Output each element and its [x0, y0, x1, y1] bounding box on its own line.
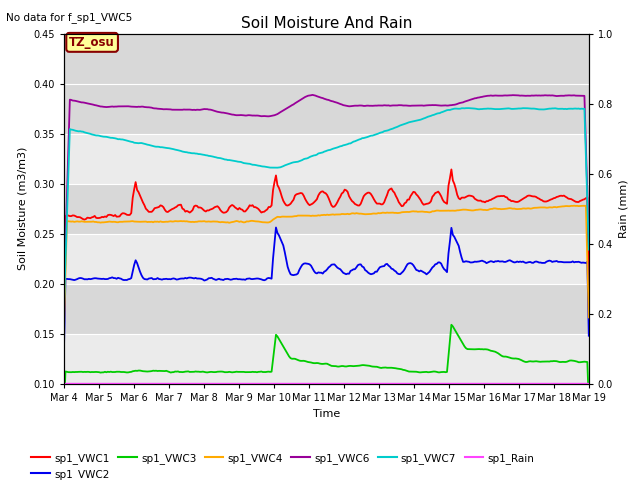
Y-axis label: Soil Moisture (m3/m3): Soil Moisture (m3/m3): [18, 147, 28, 271]
Bar: [64, 234, 589, 334]
X-axis label: Time: Time: [313, 408, 340, 419]
Legend: sp1_VWC1, sp1_VWC2, sp1_VWC3, sp1_VWC4, sp1_VWC6, sp1_VWC7, sp1_Rain: sp1_VWC1, sp1_VWC2, sp1_VWC3, sp1_VWC4, …: [28, 448, 538, 480]
Y-axis label: Rain (mm): Rain (mm): [619, 180, 628, 238]
Bar: [64, 334, 589, 384]
Bar: [64, 134, 589, 184]
Title: Soil Moisture And Rain: Soil Moisture And Rain: [241, 16, 412, 31]
Bar: [64, 134, 589, 234]
Text: No data for f_sp1_VWC5: No data for f_sp1_VWC5: [6, 12, 132, 23]
Text: TZ_osu: TZ_osu: [69, 36, 115, 49]
Bar: [64, 34, 589, 134]
Bar: [64, 234, 589, 284]
